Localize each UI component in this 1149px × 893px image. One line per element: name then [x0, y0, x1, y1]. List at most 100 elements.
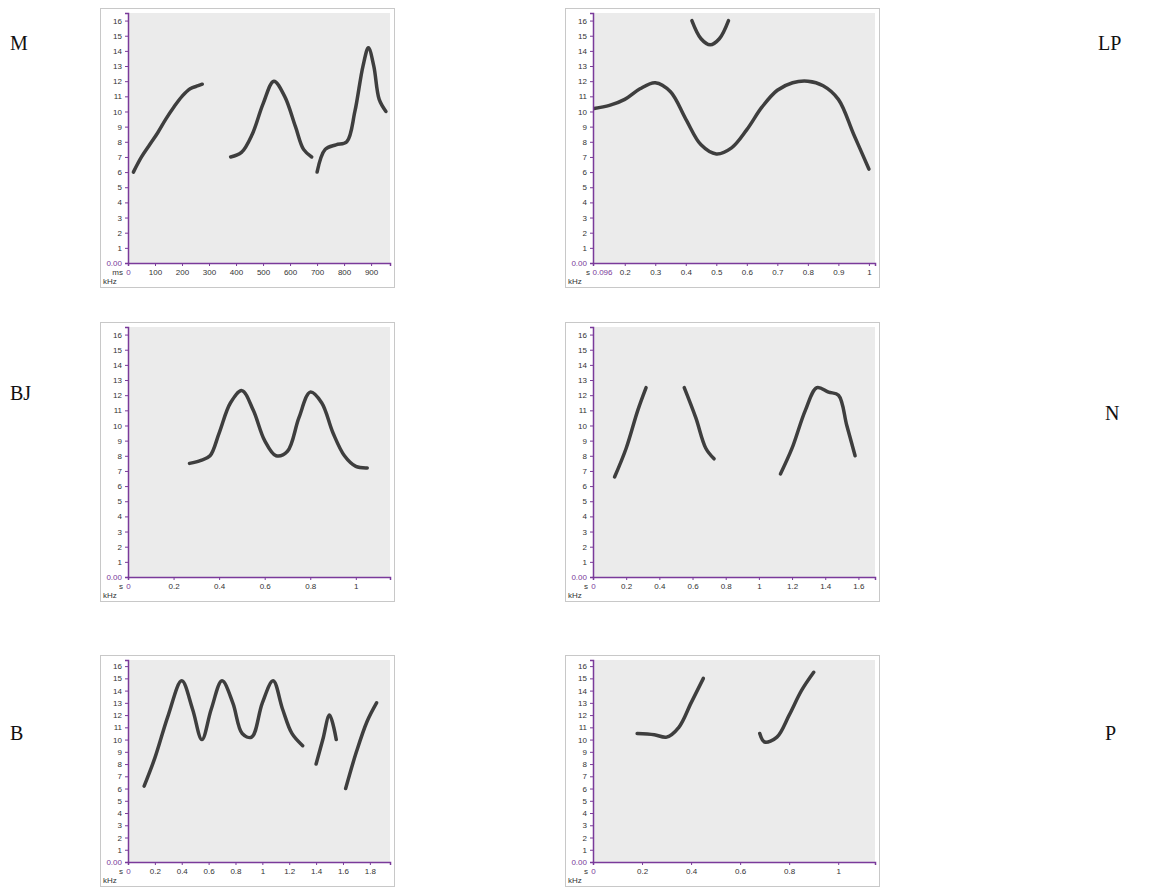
y-tick: 9 — [118, 437, 128, 446]
tick-label: 0.2 — [637, 867, 649, 876]
tick-mark — [125, 365, 128, 366]
tick-label: 11 — [114, 723, 123, 732]
x-axis-title: s — [119, 867, 123, 876]
tick-label: 16 — [578, 331, 587, 340]
tick-label: 4 — [583, 198, 588, 207]
tick-label: 0 — [591, 867, 596, 876]
tick-mark — [125, 395, 128, 396]
tick-mark — [125, 187, 128, 188]
tick-mark — [265, 577, 266, 580]
y-tick: 8 — [583, 452, 593, 461]
tick-mark — [125, 456, 128, 457]
x-axis: 0.0960.20.30.40.50.60.70.80.91 — [593, 263, 876, 277]
tick-mark — [590, 715, 593, 716]
y-tick: 9 — [583, 748, 593, 757]
tick-label: 3 — [583, 528, 588, 537]
tick-label: 15 — [113, 32, 122, 41]
tick-label: 1.2 — [284, 867, 296, 876]
tick-mark — [626, 577, 627, 580]
tick-label: 14 — [578, 47, 587, 56]
axis-line — [590, 14, 594, 264]
axis-line — [594, 863, 876, 866]
x-tick: 800 — [338, 263, 352, 277]
x-tick: 200 — [176, 263, 190, 277]
tick-mark — [343, 862, 344, 865]
tick-label: 11 — [114, 92, 123, 101]
y-tick: 0.00 — [106, 858, 128, 867]
panel: 0.001234567891011121314151600.20.40.60.8… — [566, 656, 880, 887]
y-tick: 10 — [578, 422, 593, 431]
y-tick: 7 — [583, 772, 593, 781]
x-tick: 0.5 — [711, 263, 723, 277]
tick-label: 13 — [578, 62, 587, 71]
plot: 0.001234567891011121314151600.20.40.60.8… — [103, 660, 391, 885]
y-tick: 2 — [118, 543, 128, 552]
y-tick: 6 — [583, 785, 593, 794]
y-tick: 14 — [578, 687, 593, 696]
tick-label: 1 — [583, 846, 588, 855]
y-tick: 11 — [114, 406, 128, 415]
tick-label: 2 — [583, 834, 588, 843]
tick-label: 5 — [118, 183, 123, 192]
y-tick: 0.00 — [571, 858, 593, 867]
tick-mark — [125, 703, 128, 704]
y-tick: 15 — [113, 674, 128, 683]
tick-label: 8 — [118, 452, 123, 461]
x-tick: 1 — [836, 862, 841, 876]
tick-label: 10 — [113, 736, 122, 745]
tick-mark — [590, 838, 593, 839]
tick-mark — [590, 813, 593, 814]
tick-label: 9 — [583, 437, 588, 446]
contour — [133, 84, 202, 172]
tick-label: 0.6 — [204, 867, 216, 876]
tick-mark — [659, 577, 660, 580]
tick-mark — [858, 577, 859, 580]
tick-label: 14 — [113, 687, 122, 696]
y-tick: 3 — [583, 528, 593, 537]
x-tick: 0.6 — [735, 862, 747, 876]
tick-mark — [590, 764, 593, 765]
tick-label: 0.00 — [106, 858, 122, 867]
contour — [346, 703, 377, 789]
tick-mark — [747, 263, 748, 266]
x-tick: 0.4 — [214, 577, 226, 591]
tick-label: 2 — [583, 229, 588, 238]
contour — [615, 388, 647, 477]
tick-mark — [716, 263, 717, 266]
tick-mark — [371, 263, 372, 266]
tick-label: 16 — [113, 331, 122, 340]
tick-label: 1.6 — [853, 582, 865, 591]
panel-label: BJ — [10, 382, 31, 404]
tick-mark — [125, 666, 128, 667]
y-tick: 4 — [118, 809, 128, 818]
tick-mark — [590, 36, 593, 37]
tick-mark — [235, 862, 236, 865]
tick-mark — [128, 862, 129, 865]
panel-frame — [101, 656, 395, 887]
tick-mark — [125, 350, 128, 351]
tick-label: 0 — [591, 582, 596, 591]
contour — [760, 672, 814, 742]
tick-mark — [869, 263, 870, 266]
x-tick: 0.8 — [803, 263, 815, 277]
tick-label: 1 — [118, 558, 123, 567]
tick-mark — [125, 577, 128, 578]
tick-mark — [625, 263, 626, 266]
traces — [594, 21, 869, 169]
tick-mark — [590, 678, 593, 679]
tick-mark — [290, 263, 291, 266]
tick-mark — [209, 263, 210, 266]
tick-label: 6 — [118, 168, 123, 177]
y-tick: 9 — [583, 123, 593, 132]
tick-mark — [691, 862, 692, 865]
x-tick: 1.4 — [311, 862, 323, 876]
tick-label: 0.6 — [742, 268, 754, 277]
tick-label: 15 — [578, 32, 587, 41]
y-tick: 4 — [118, 512, 128, 521]
tick-mark — [370, 862, 371, 865]
axis-line — [125, 14, 129, 264]
y-tick: 8 — [118, 138, 128, 147]
tick-mark — [125, 21, 128, 22]
tick-label: 14 — [113, 47, 122, 56]
tick-mark — [125, 516, 128, 517]
